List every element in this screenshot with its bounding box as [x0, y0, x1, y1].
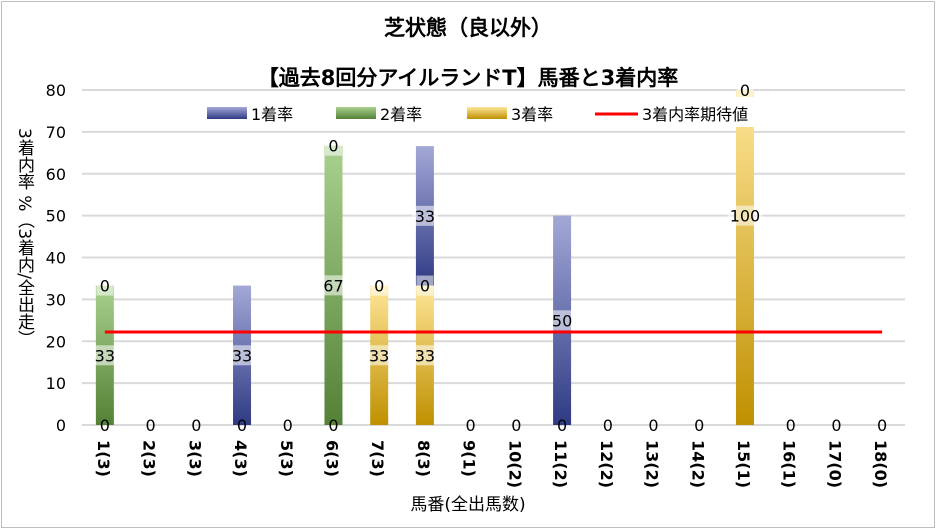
- data-label: 100: [730, 207, 761, 226]
- data-label-bg: [366, 345, 393, 366]
- data-label-bg: [324, 135, 342, 156]
- x-tick-label: 4(3): [231, 440, 250, 477]
- data-label-bg: [416, 275, 434, 296]
- chart-subtitle: 【過去8回分アイルランドT】馬番と3着内率: [257, 66, 679, 90]
- x-tick-label: 18(0): [871, 440, 890, 488]
- x-tick-label: 13(2): [643, 440, 662, 488]
- legend-swatch: [207, 107, 247, 119]
- data-label-bg: [96, 275, 114, 296]
- data-label: 33: [369, 346, 389, 365]
- y-axis-title: 3着内率 %（3着内/全出走）: [14, 128, 34, 347]
- data-label: 0: [100, 277, 110, 296]
- legend-label: 2着率: [380, 105, 422, 124]
- data-label: 0: [603, 416, 613, 435]
- y-tick-label: 30: [46, 290, 66, 309]
- data-label: 0: [374, 277, 384, 296]
- data-label-bg: [411, 205, 438, 226]
- data-label-bg: [736, 80, 754, 100]
- data-label: 0: [466, 416, 476, 435]
- y-tick-label: 20: [46, 332, 66, 351]
- x-tick-label: 16(1): [780, 440, 799, 488]
- legend-swatch: [467, 107, 507, 119]
- legend-label: 3着内率期待値: [642, 105, 748, 124]
- data-label: 33: [95, 346, 115, 365]
- legend-label: 1着率: [251, 105, 293, 124]
- data-label: 0: [145, 416, 155, 435]
- y-tick-label: 60: [46, 165, 66, 184]
- data-label: 0: [283, 416, 293, 435]
- data-label: 33: [415, 207, 435, 226]
- data-label: 0: [191, 416, 201, 435]
- data-label: 0: [740, 81, 750, 100]
- legend-swatch: [336, 107, 376, 119]
- x-tick-label: 1(3): [94, 440, 113, 477]
- legend-label: 3着率: [511, 105, 553, 124]
- data-label: 0: [694, 416, 704, 435]
- x-tick-label: 10(2): [505, 440, 524, 488]
- data-label: 0: [557, 416, 567, 435]
- x-tick-label: 8(3): [414, 440, 433, 477]
- data-label: 0: [237, 416, 247, 435]
- data-label: 0: [328, 416, 338, 435]
- x-tick-label: 2(3): [140, 440, 159, 477]
- data-label-bg: [91, 345, 118, 366]
- x-tick-label: 6(3): [322, 440, 341, 477]
- x-axis-title: 馬番(全出馬数): [410, 495, 526, 515]
- y-tick-label: 10: [46, 374, 66, 393]
- x-tick-label: 14(2): [688, 440, 707, 488]
- data-label-bg: [727, 205, 763, 226]
- data-label-bg: [229, 345, 256, 366]
- data-label: 0: [511, 416, 521, 435]
- x-tick-label: 7(3): [368, 440, 387, 477]
- x-tick-label: 3(3): [185, 440, 204, 477]
- y-tick-label: 50: [46, 207, 66, 226]
- y-tick-label: 80: [46, 81, 66, 100]
- data-label: 0: [877, 416, 887, 435]
- x-tick-label: 12(2): [597, 440, 616, 488]
- data-label-bg: [320, 275, 347, 296]
- y-tick-label: 70: [46, 123, 66, 142]
- data-label-bg: [411, 345, 438, 366]
- bar-segment: [735, 90, 754, 425]
- x-tick-label: 17(0): [825, 440, 844, 488]
- data-label-bg: [370, 275, 388, 296]
- data-label: 0: [328, 137, 338, 156]
- x-tick-label: 11(2): [551, 440, 570, 488]
- data-label: 0: [831, 416, 841, 435]
- data-label: 33: [415, 346, 435, 365]
- x-tick-label: 15(1): [734, 440, 753, 488]
- y-tick-label: 0: [56, 416, 66, 435]
- x-tick-label: 9(1): [460, 440, 479, 477]
- data-label: 33: [232, 346, 252, 365]
- data-label: 67: [323, 276, 343, 295]
- y-tick-label: 40: [46, 249, 66, 268]
- x-tick-label: 5(3): [277, 440, 296, 477]
- data-label-bg: [549, 310, 576, 331]
- data-label: 0: [786, 416, 796, 435]
- data-label: 0: [420, 277, 430, 296]
- data-label: 0: [100, 416, 110, 435]
- chart-title: 芝状態（良以外）: [384, 16, 552, 40]
- data-label: 0: [648, 416, 658, 435]
- data-label: 50: [552, 311, 572, 330]
